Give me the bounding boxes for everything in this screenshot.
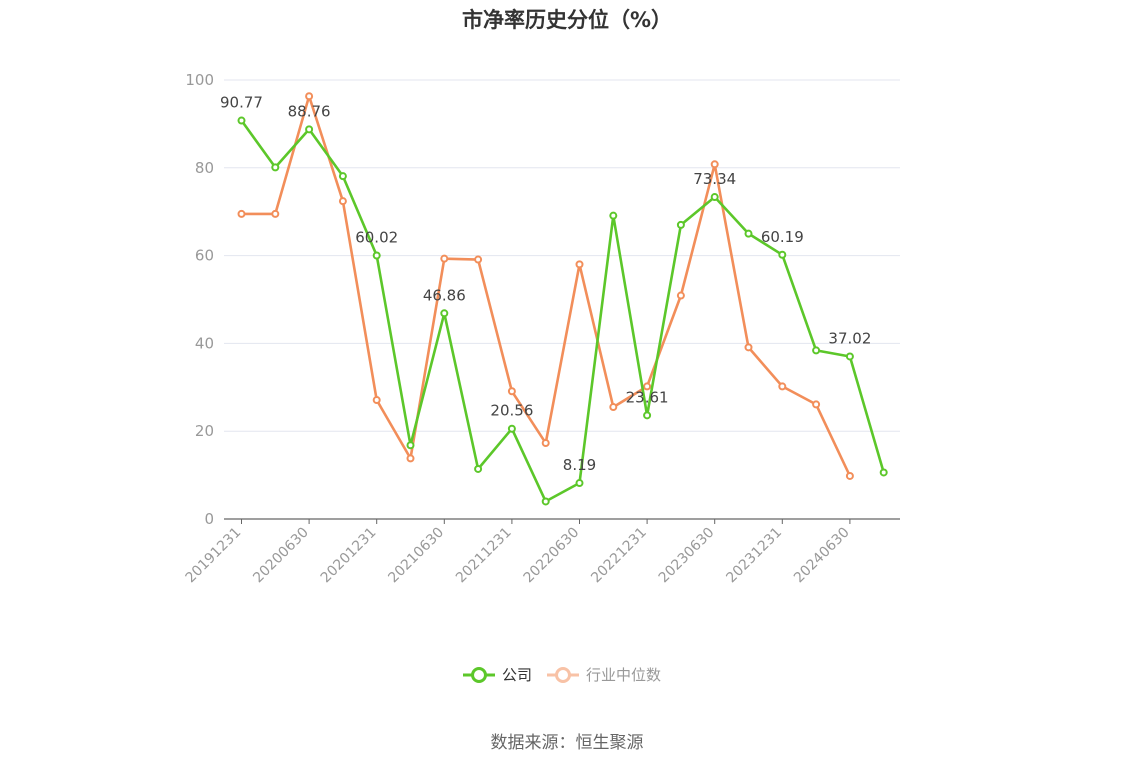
legend-marker-company-icon <box>463 666 495 683</box>
data-point-company <box>575 479 584 488</box>
data-point-industry-median <box>676 291 685 300</box>
legend-item-industry-median[interactable]: 行业中位数 <box>546 664 661 685</box>
legend: 公司 行业中位数 <box>462 664 675 685</box>
legend-item-company[interactable]: 公司 <box>462 664 532 685</box>
data-point-company <box>237 116 246 125</box>
data-point-company <box>338 172 347 181</box>
data-label-company: 8.19 <box>563 456 596 474</box>
y-tick-label: 40 <box>195 334 214 352</box>
data-point-industry-median <box>237 209 246 218</box>
y-tick-label: 20 <box>195 422 214 440</box>
data-point-company <box>879 468 888 477</box>
data-point-company <box>676 220 685 229</box>
y-tick-label: 0 <box>204 510 214 528</box>
data-point-industry-median <box>778 382 787 391</box>
legend-label-company: 公司 <box>502 666 533 684</box>
legend-marker-industry-icon <box>547 666 580 683</box>
series-lines <box>237 92 888 506</box>
data-point-industry-median <box>541 439 550 448</box>
x-tick-label: 20211231 <box>453 525 515 587</box>
data-point-industry-median <box>609 403 618 412</box>
data-label-company: 37.02 <box>828 329 871 347</box>
data-point-industry-median <box>710 160 719 169</box>
data-label-company: 46.86 <box>423 286 466 304</box>
data-point-industry-median <box>845 471 854 480</box>
y-tick-label: 80 <box>195 159 214 177</box>
data-label-company: 73.34 <box>693 170 736 188</box>
data-label-company: 60.02 <box>355 229 398 247</box>
data-point-company <box>643 411 652 420</box>
data-point-company <box>778 250 787 259</box>
data-labels: 90.77 88.76 60.02 46.86 20.56 8.19 23.61 73.34 6… <box>220 94 871 475</box>
grid-lines <box>224 79 900 432</box>
x-tick-label: 20210630 <box>385 525 447 587</box>
y-tick-label: 60 <box>195 247 214 265</box>
data-label-company: 20.56 <box>490 402 533 420</box>
x-tick-label: 20230630 <box>656 525 718 587</box>
data-point-company <box>609 211 618 220</box>
data-point-industry-median <box>271 209 280 218</box>
data-point-company <box>507 424 516 433</box>
data-label-company: 88.76 <box>288 102 331 120</box>
data-point-company <box>541 497 550 506</box>
data-point-company <box>271 163 280 172</box>
data-point-industry-median <box>372 396 381 405</box>
x-tick-label: 20240630 <box>791 525 853 587</box>
data-point-industry-median <box>440 254 449 263</box>
data-label-company: 90.77 <box>220 94 263 112</box>
x-tick-label: 20200630 <box>250 525 312 587</box>
chart-title: 市净率历史分位（%） <box>461 8 673 32</box>
data-label-company: 60.19 <box>761 228 804 246</box>
data-point-industry-median <box>744 343 753 352</box>
data-point-company <box>372 251 381 260</box>
data-point-company <box>305 125 314 134</box>
x-tick-label: 20231231 <box>723 525 785 587</box>
x-tick-label: 20191231 <box>183 525 245 587</box>
data-point-industry-median <box>406 454 415 463</box>
data-point-industry-median <box>812 400 821 409</box>
data-point-company <box>406 441 415 450</box>
series-line-industry-median <box>241 94 852 477</box>
x-tick-label: 20201231 <box>318 525 380 587</box>
source-note: 数据来源：恒生聚源 <box>490 733 644 753</box>
series-line-company <box>240 119 885 503</box>
data-point-company <box>812 346 821 355</box>
data-point-industry-median <box>338 197 347 206</box>
x-tick-label: 20221231 <box>588 525 650 587</box>
x-tick-label: 20220630 <box>521 525 583 587</box>
data-point-industry-median <box>643 382 652 391</box>
data-point-industry-median <box>507 387 516 396</box>
data-label-company: 23.61 <box>626 388 669 406</box>
data-point-industry-median <box>575 260 584 269</box>
legend-label-industry-median: 行业中位数 <box>586 666 662 684</box>
data-point-company <box>440 309 449 318</box>
y-tick-label: 100 <box>185 71 214 89</box>
data-point-company <box>710 193 719 202</box>
data-point-company <box>744 229 753 238</box>
data-point-company <box>474 464 483 473</box>
data-point-industry-median <box>474 255 483 264</box>
data-point-industry-median <box>305 92 314 101</box>
data-point-company <box>845 352 854 361</box>
